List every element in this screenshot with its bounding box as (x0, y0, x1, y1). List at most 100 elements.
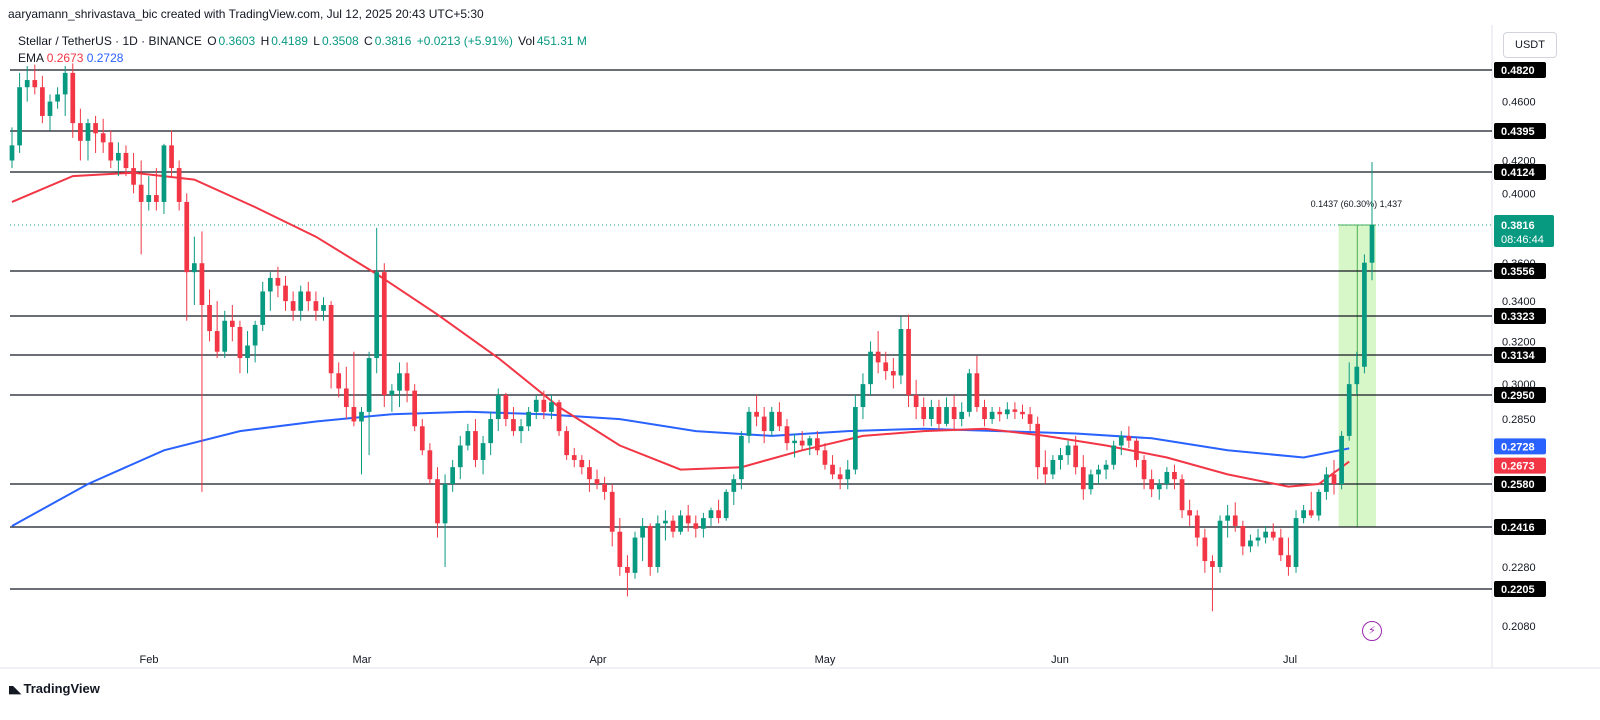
ema-legend[interactable]: EMA 0.2673 0.2728 (18, 51, 123, 65)
candle-body (419, 426, 425, 451)
candle-body (769, 411, 775, 432)
candle-body (1058, 455, 1063, 460)
level-label-box (1494, 62, 1546, 78)
candle-body (1263, 531, 1268, 538)
low-label: L (313, 34, 320, 48)
candle-body (321, 304, 326, 311)
candle-body (1308, 510, 1314, 516)
candle-body (473, 431, 478, 460)
candle-body (883, 362, 889, 372)
candle-body (207, 304, 212, 332)
candle-body (229, 320, 235, 327)
candle-body (70, 72, 76, 124)
candle-body (93, 123, 98, 134)
candle-body (1248, 540, 1253, 547)
candle-body (488, 419, 494, 444)
candle-body (708, 510, 714, 519)
candle-body (161, 145, 167, 202)
candle-body (609, 491, 615, 532)
candle-body (966, 373, 972, 412)
y-tick-label: 0.2280 (1502, 562, 1536, 574)
candle-body (1126, 435, 1132, 441)
candle-body (617, 531, 623, 567)
candle-body (518, 426, 524, 432)
candle-body (427, 450, 433, 480)
candle-body (374, 272, 380, 359)
candle-body (1255, 537, 1261, 541)
candle-body (1270, 531, 1276, 538)
candle-body (40, 87, 45, 116)
candle-body (191, 263, 197, 273)
candle-body (541, 399, 547, 412)
candle-body (533, 399, 539, 412)
candle-body (1369, 225, 1375, 263)
y-tick-label: 0.4000 (1502, 188, 1536, 200)
candle-body (1096, 469, 1101, 475)
ema-label: EMA (18, 51, 44, 65)
candle-body (9, 145, 15, 161)
symbol-legend[interactable]: Stellar / TetherUS · 1D · BINANCE O 0.360… (18, 34, 589, 48)
candle-body (799, 440, 805, 446)
candle-body (1316, 491, 1322, 516)
volume-value: 451.31 M (536, 34, 587, 48)
candle-body (1073, 445, 1079, 468)
level-label: 0.4820 (1501, 65, 1535, 77)
candle-body (404, 373, 410, 391)
candle-body (1004, 409, 1010, 415)
current-price-label: 0.3816 (1501, 220, 1535, 232)
candle-body (723, 491, 729, 519)
candle-body (1080, 467, 1086, 490)
ema-label-box (1494, 438, 1546, 455)
candle-body (131, 168, 136, 185)
candle-body (571, 455, 577, 460)
candle-body (450, 467, 456, 484)
candle-body (351, 407, 357, 422)
candle-body (412, 390, 418, 427)
candle-body (237, 326, 243, 359)
candle-body (951, 407, 957, 420)
candle-body (1156, 484, 1162, 490)
tradingview-mark-icon: ▮◣ (8, 684, 21, 696)
candle-body (632, 537, 638, 573)
candle-body (275, 277, 281, 286)
level-label: 0.2416 (1501, 522, 1535, 534)
candle-body (47, 101, 53, 116)
ema-label-box (1494, 457, 1546, 474)
candle-body (1293, 518, 1299, 567)
lightning-icon[interactable]: ⚡ (1362, 621, 1382, 641)
currency-button[interactable]: USDT (1503, 32, 1557, 58)
candle-body (1217, 520, 1223, 567)
candle-body (457, 445, 463, 468)
candle-body (222, 320, 228, 352)
candle-body (503, 395, 509, 420)
candle-body (305, 291, 311, 302)
candle-body (169, 145, 174, 169)
candle-body (480, 443, 486, 460)
candle-body (1118, 435, 1124, 446)
candle-body (959, 411, 965, 420)
tradingview-logo[interactable]: ▮◣ TradingView (8, 681, 100, 696)
candle-body (655, 523, 661, 567)
candle-body (267, 277, 273, 292)
candle-body (594, 479, 600, 484)
candle-body (1362, 262, 1367, 367)
candle-body (1149, 479, 1155, 490)
y-tick-label: 0.2080 (1502, 621, 1536, 633)
open-label: O (207, 34, 217, 48)
y-tick-label: 0.4600 (1502, 97, 1536, 109)
candle-body (1164, 471, 1170, 484)
candle-body (100, 133, 106, 143)
current-price-box (1494, 215, 1554, 247)
candle-body (32, 80, 38, 88)
candle-body (1187, 510, 1193, 516)
symbol-name[interactable]: Stellar / TetherUS · 1D · BINANCE (18, 34, 202, 48)
candle-body (693, 523, 699, 529)
candle-body (830, 464, 835, 475)
candle-body (24, 80, 30, 88)
candle-body (116, 152, 121, 161)
candle-body (1278, 537, 1284, 556)
candle-body (777, 411, 782, 427)
candle-body (290, 301, 296, 311)
candle-body (62, 72, 68, 95)
